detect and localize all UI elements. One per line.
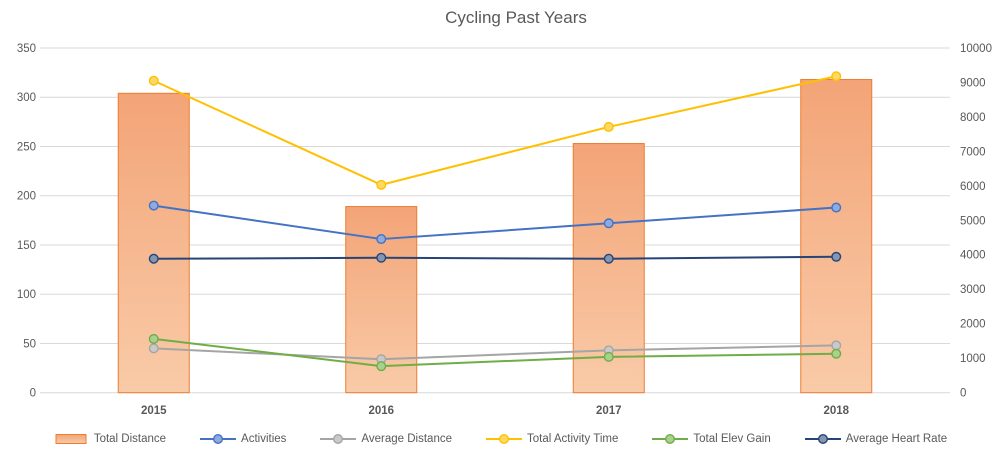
right-axis-tick: 0 — [960, 388, 966, 400]
left-axis-tick: 50 — [23, 338, 36, 350]
marker-average-heart-rate-2017[interactable] — [603, 253, 614, 264]
right-axis-tick: 8000 — [960, 112, 986, 124]
bars-layer — [117, 79, 873, 394]
legend-bar-swatch — [55, 434, 87, 444]
chart-title: Cycling Past Years — [445, 8, 587, 27]
axis-labels-layer: 0 50 100 150 200 250 300 350 0 1000 2000 3000 4000 50… — [17, 43, 992, 417]
legend-swatch-total-distance — [55, 434, 87, 444]
right-axis-tick: 1000 — [960, 353, 986, 365]
legend-swatch-total-activity-time — [485, 433, 522, 445]
legend-label-total-distance: Total Distance — [93, 433, 167, 445]
series-activities — [148, 200, 842, 245]
legend-item-average-distance[interactable]: Average Distance — [320, 433, 452, 445]
series-total-activity-time — [148, 71, 842, 190]
marker-average-heart-rate-2018[interactable] — [831, 251, 842, 262]
legend-item-total-activity-time[interactable]: Total Activity Time — [485, 433, 619, 445]
line-total-elev-gain — [153, 337, 837, 368]
marker-total-activity-time-2018[interactable] — [831, 71, 842, 82]
legend-marker-swatch — [665, 433, 676, 445]
legend-label-activities: Activities — [241, 433, 287, 445]
line-average-heart-rate — [153, 255, 837, 260]
marker-activities-2016[interactable] — [376, 234, 387, 245]
left-axis-tick: 300 — [17, 92, 36, 104]
legend-swatch-total-elev-gain — [652, 433, 689, 445]
left-axis-tick: 250 — [17, 141, 36, 153]
legend-swatch-average-distance — [320, 433, 357, 445]
marker-average-distance-2015[interactable] — [148, 343, 159, 354]
legend-swatch-average-heart-rate — [804, 433, 841, 445]
left-axis-tick: 200 — [17, 191, 36, 203]
marker-total-activity-time-2017[interactable] — [603, 121, 614, 132]
marker-total-activity-time-2015[interactable] — [148, 75, 159, 86]
marker-total-activity-time-2016[interactable] — [376, 179, 387, 190]
series-average-distance — [148, 340, 842, 365]
x-axis-label-2017: 2017 — [596, 405, 622, 417]
marker-average-distance-2018[interactable] — [831, 340, 842, 351]
marker-activities-2015[interactable] — [148, 200, 159, 211]
right-axis-tick: 10000 — [960, 43, 992, 55]
marker-average-heart-rate-2015[interactable] — [148, 253, 159, 264]
marker-total-elev-gain-2018[interactable] — [831, 348, 842, 359]
legend-label-total-elev-gain: Total Elev Gain — [693, 433, 771, 445]
x-axis-label-2016: 2016 — [368, 405, 394, 417]
right-axis-tick: 6000 — [960, 181, 986, 193]
right-axis-tick: 2000 — [960, 319, 986, 331]
line-activities — [153, 204, 837, 241]
legend-marker-swatch — [213, 433, 224, 445]
marker-total-elev-gain-2015[interactable] — [148, 333, 159, 344]
marker-total-elev-gain-2016[interactable] — [376, 361, 387, 372]
right-axis-tick: 4000 — [960, 250, 986, 262]
left-axis-tick: 350 — [17, 43, 36, 55]
x-axis-label-2015: 2015 — [141, 405, 167, 417]
lines-layer — [148, 71, 842, 372]
legend-label-average-heart-rate: Average Heart Rate — [845, 433, 948, 445]
marker-total-elev-gain-2017[interactable] — [603, 351, 614, 362]
line-average-distance — [153, 344, 837, 361]
legend-marker-swatch — [333, 433, 344, 445]
legend-label-average-distance: Average Distance — [361, 433, 452, 445]
legend-item-total-elev-gain[interactable]: Total Elev Gain — [652, 433, 771, 445]
legend-marker-swatch — [817, 433, 828, 445]
gridlines-layer — [40, 47, 950, 394]
line-total-activity-time — [153, 75, 837, 186]
series-total-elev-gain — [148, 333, 842, 372]
legend-label-total-activity-time: Total Activity Time — [526, 433, 619, 445]
right-axis-tick: 3000 — [960, 284, 986, 296]
marker-activities-2018[interactable] — [831, 202, 842, 213]
marker-average-heart-rate-2016[interactable] — [376, 252, 387, 263]
legend: Total Distance Activities Average Distance… — [0, 429, 1000, 449]
left-axis-tick: 150 — [17, 240, 36, 252]
right-axis-tick: 7000 — [960, 146, 986, 158]
left-axis-tick: 100 — [17, 289, 36, 301]
legend-item-activities[interactable]: Activities — [200, 433, 286, 445]
legend-item-total-distance[interactable]: Total Distance — [53, 433, 166, 445]
x-axis-label-2018: 2018 — [823, 405, 849, 417]
marker-activities-2017[interactable] — [603, 218, 614, 229]
legend-swatch-activities — [200, 433, 237, 445]
left-axis-tick: 0 — [30, 388, 36, 400]
legend-marker-swatch — [498, 433, 509, 445]
right-axis-tick: 5000 — [960, 215, 986, 227]
right-axis-tick: 9000 — [960, 77, 986, 89]
series-average-heart-rate — [148, 251, 842, 264]
legend-item-average-heart-rate[interactable]: Average Heart Rate — [804, 433, 948, 445]
